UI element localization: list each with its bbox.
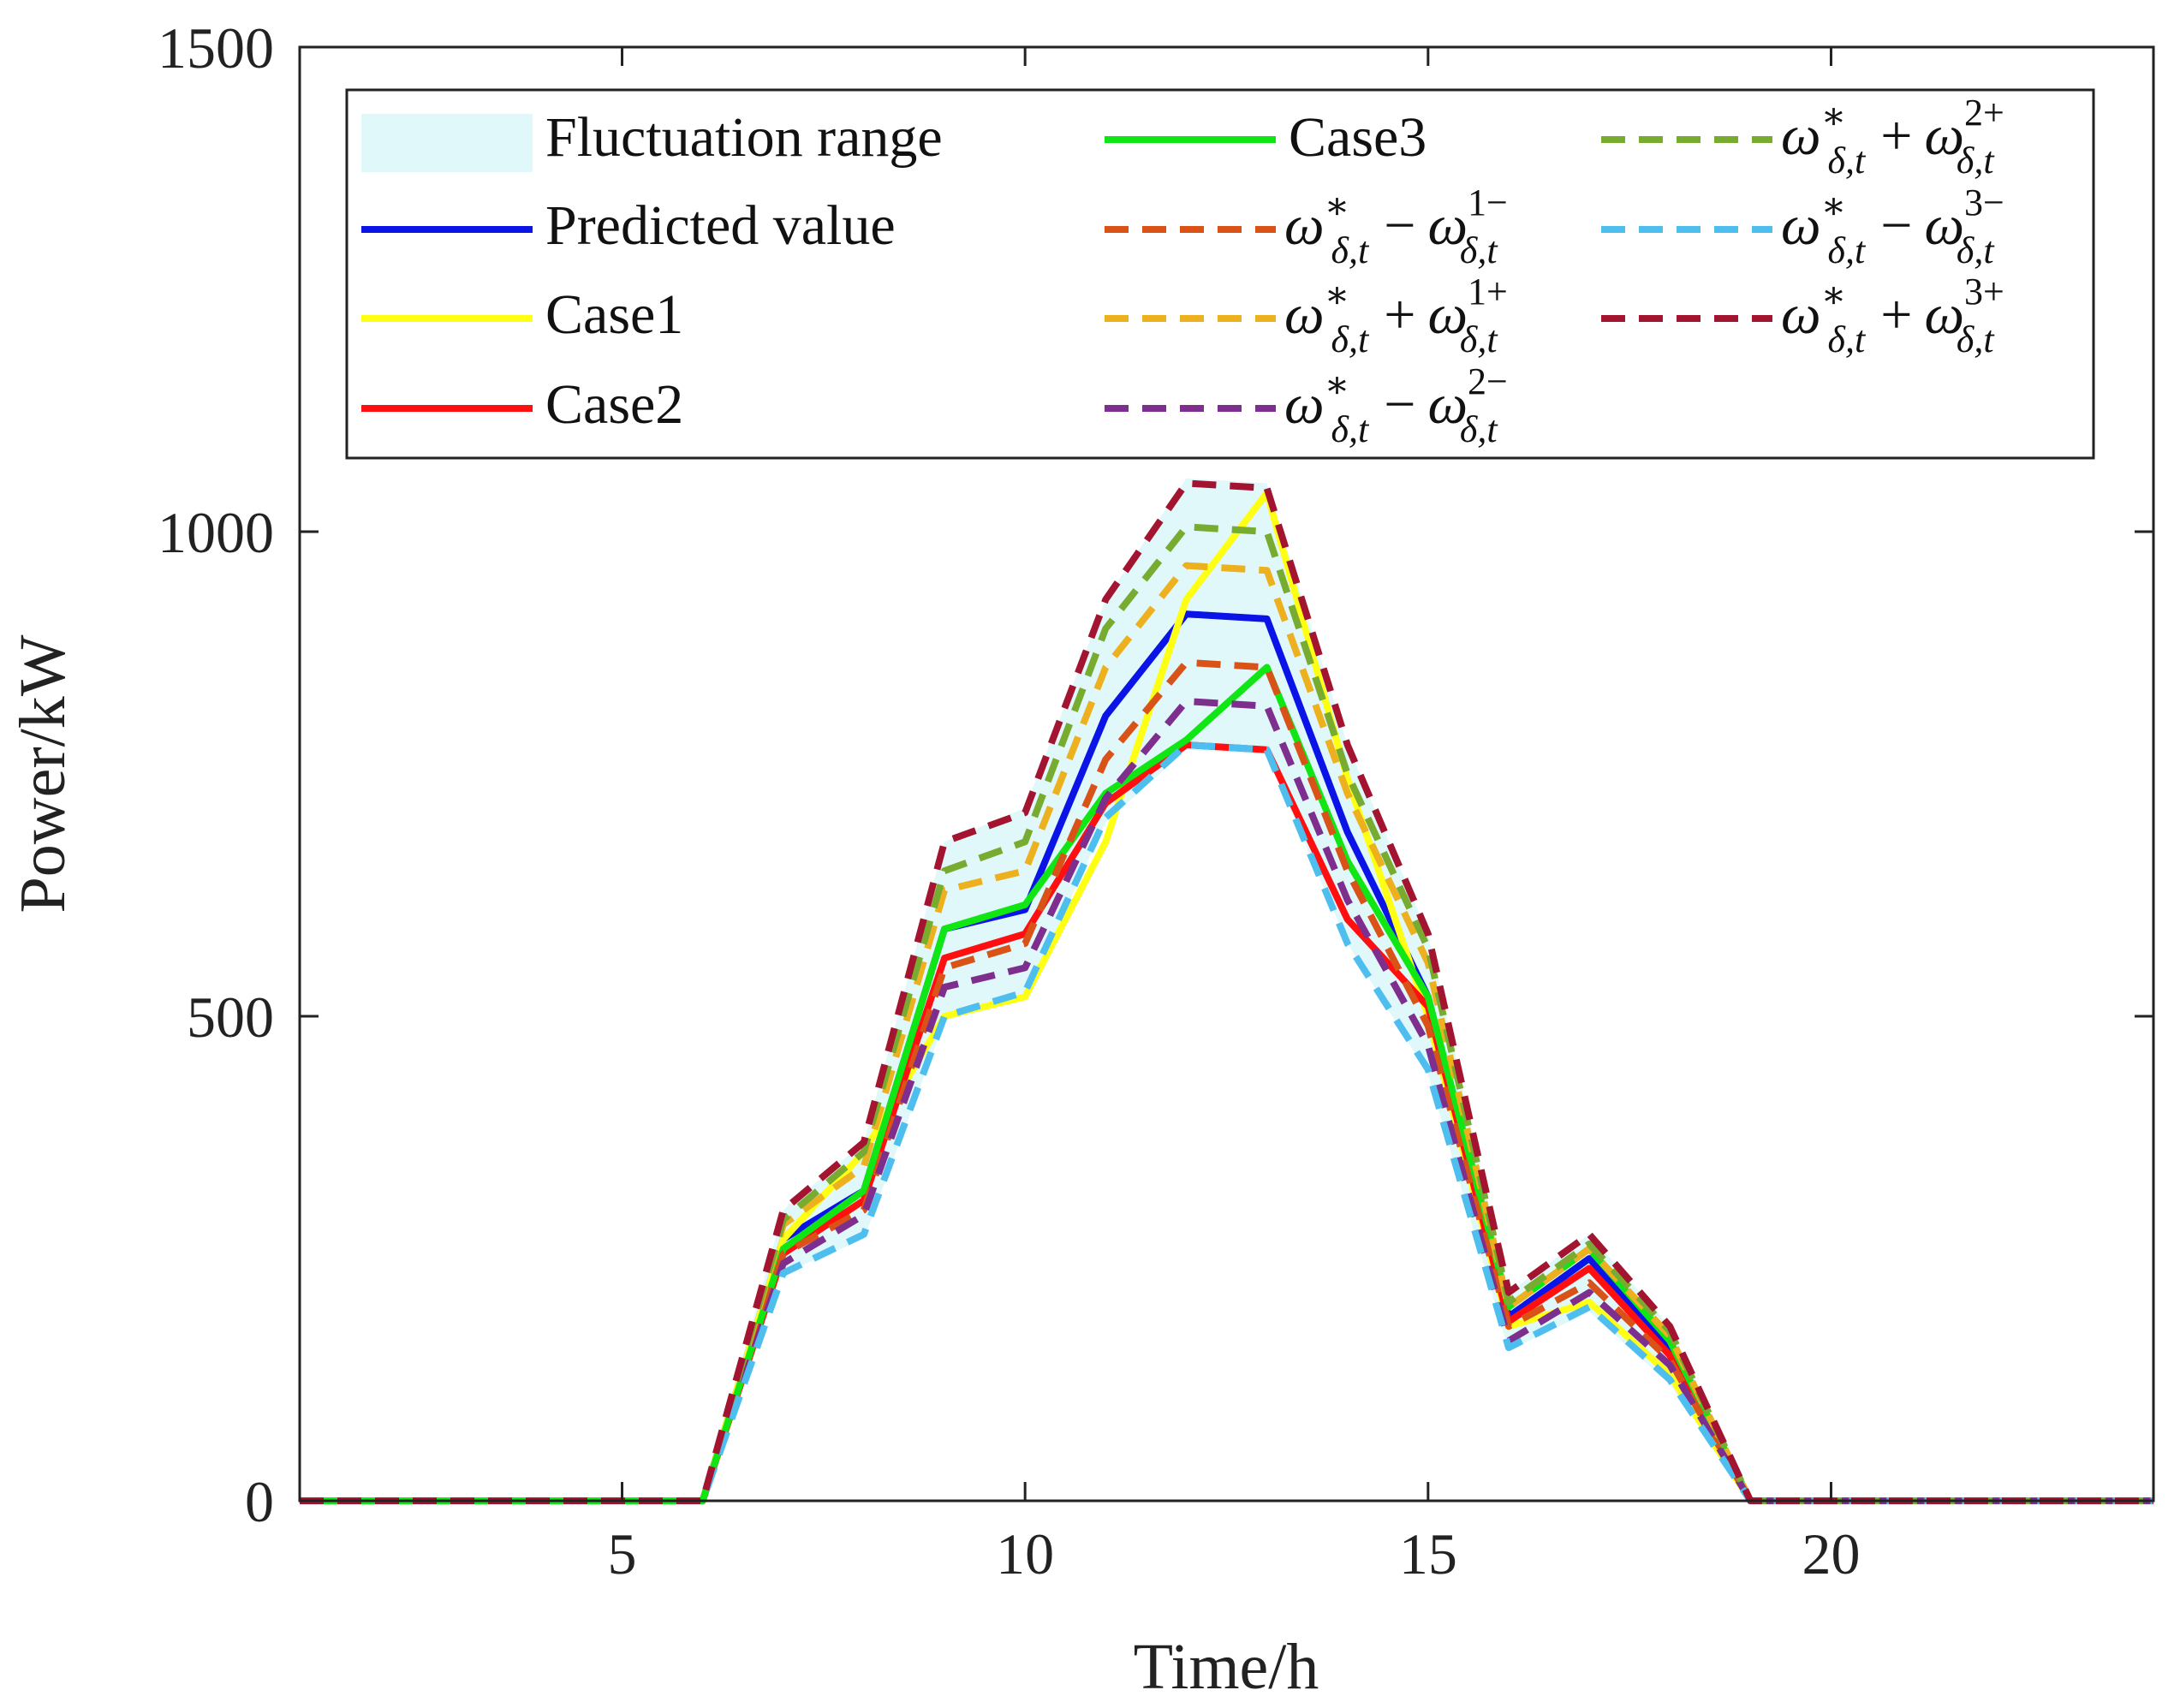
x-tick-label: 5 <box>608 1521 637 1586</box>
tick-layer: 5 10 15 20 0 500 1000 1500 <box>158 15 2153 1586</box>
legend-label-w1plus: ω∗ δ,t + ω1+ δ,t <box>1284 271 1508 360</box>
legend-label-case3: Case3 <box>1289 106 1427 169</box>
legend-label-case1: Case1 <box>545 283 683 346</box>
legend-box <box>345 88 2095 460</box>
legend-swatch-band <box>361 114 533 172</box>
plot-frame <box>298 45 2155 1503</box>
x-tick-label: 20 <box>1802 1521 1860 1586</box>
legend-label-w3plus: ω∗ δ,t + ω3+ δ,t <box>1781 271 2004 360</box>
y-tick-label: 0 <box>245 1469 274 1534</box>
legend-label-w2minus: ω∗ δ,t − ω2− δ,t <box>1284 360 1508 450</box>
x-tick-label: 15 <box>1399 1521 1457 1586</box>
legend-label-predicted: Predicted value <box>545 194 896 257</box>
y-tick-label: 500 <box>187 985 274 1050</box>
fluctuation-band-layer <box>300 478 2153 1501</box>
legend-label-w1minus: ω∗ δ,t − ω1− δ,t <box>1284 182 1508 271</box>
legend-label-w3minus: ω∗ δ,t − ω3− δ,t <box>1781 182 2004 271</box>
fluctuation-range-band <box>300 478 2153 1501</box>
x-tick-label: 10 <box>996 1521 1054 1586</box>
legend-label-w2plus: ω∗ δ,t + ω2+ δ,t <box>1781 92 2004 182</box>
x-axis-title: Time/h <box>1134 1631 1319 1703</box>
y-axis-title: Power/kW <box>7 634 79 913</box>
legend: Fluctuation range Predicted value Case1 … <box>345 88 2095 460</box>
legend-label-case2: Case2 <box>545 373 683 436</box>
y-tick-label: 1000 <box>158 500 274 565</box>
y-tick-label: 1500 <box>158 15 274 80</box>
legend-label-band: Fluctuation range <box>545 106 943 169</box>
